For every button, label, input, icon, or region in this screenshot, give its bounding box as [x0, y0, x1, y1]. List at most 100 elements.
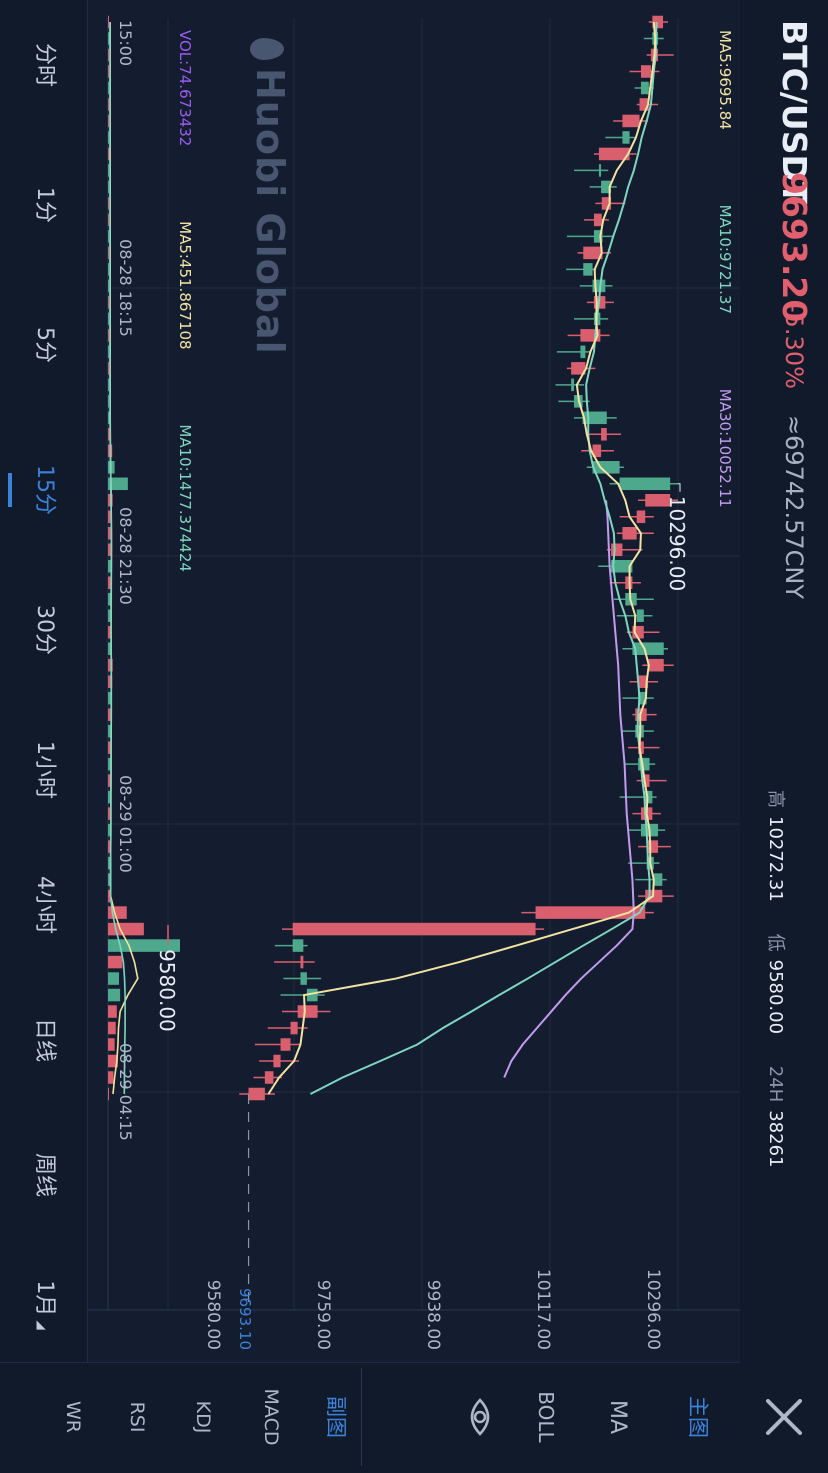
candle-body [306, 988, 318, 1002]
ma5-value: MA5:9695.84 [716, 30, 734, 130]
volume-bar [108, 213, 109, 227]
timeframe-5min[interactable]: 5分 [32, 327, 57, 363]
volume-bar [107, 906, 127, 919]
candle-body [583, 263, 593, 276]
volume-bar [108, 972, 120, 985]
timeframe-week[interactable]: 周线 [32, 1152, 57, 1197]
volume-bar [108, 1005, 117, 1018]
y-axis-label: 10117.00 [533, 1269, 553, 1350]
candle-body [292, 922, 536, 936]
timeframe-15min[interactable]: 15分 [32, 465, 57, 515]
candle-body [571, 378, 575, 392]
high-marker-line [678, 483, 681, 492]
ma10-value: MA10:9721.37 [716, 204, 734, 314]
candle-body [632, 642, 664, 655]
candle-body [601, 428, 607, 441]
price-cny: ≈69742.57CNY [780, 415, 808, 599]
indicator-macd[interactable]: MACD [260, 1388, 282, 1446]
indicator-ma[interactable]: MA [605, 1399, 630, 1435]
high-label: 高 [765, 790, 786, 808]
timeframe-month-label: 1月 [32, 1280, 57, 1317]
volume-bar [107, 543, 112, 557]
ticker-stats: 高 10272.31 低 9580.00 24H 38261 [764, 790, 790, 1194]
volume-bar [108, 477, 128, 491]
volume-bar [108, 180, 109, 194]
ma5-line [267, 21, 657, 1095]
watermark: Huobi Global [248, 38, 292, 355]
huobi-logo-icon [250, 38, 285, 60]
candle-body [601, 180, 612, 194]
timeframe-day[interactable]: 日线 [32, 1017, 57, 1062]
volume-bar [108, 724, 111, 738]
timeframe-4hour[interactable]: 4小时 [32, 876, 57, 934]
timeframe-1min[interactable]: 1分 [32, 187, 57, 223]
timeframe-30min[interactable]: 30分 [32, 605, 57, 655]
volume-bar [107, 1071, 114, 1084]
volume-bar [108, 147, 110, 161]
volume-bar [107, 955, 123, 969]
volume-bar [108, 15, 109, 29]
last-price: 9693.20 [775, 172, 814, 323]
volume-bar [108, 197, 109, 210]
volume-bar [108, 345, 109, 359]
volume-bar [107, 98, 110, 111]
candle-body [619, 477, 671, 491]
candle-body [583, 246, 603, 260]
volume-bar [108, 230, 109, 243]
tab-main-chart[interactable]: 主图 [686, 1396, 710, 1438]
candle-body [653, 873, 663, 886]
candle-body [300, 972, 307, 985]
volume-bar [108, 65, 109, 78]
eye-icon[interactable] [466, 1398, 494, 1436]
candle-body [264, 1071, 274, 1084]
x-axis-label: 08-28 21:30 [116, 507, 135, 605]
volume-bar [108, 922, 144, 936]
volume-bar [108, 988, 121, 1002]
volume-bar [108, 642, 111, 655]
price-change: -5.30% [780, 304, 808, 389]
candle-body [636, 510, 646, 524]
volume-bar [107, 609, 111, 622]
volume-bar [108, 576, 111, 590]
y-axis-label: 9759.00 [313, 1280, 333, 1350]
indicator-boll[interactable]: BOLL [534, 1391, 558, 1443]
y-axis-label: 10296.00 [643, 1269, 663, 1350]
vol-value: VOL:74.673432 [176, 30, 194, 147]
candle-body [640, 65, 651, 78]
candle-body [292, 939, 304, 952]
candle-body [571, 362, 586, 375]
volume-bar [107, 32, 110, 45]
candle-body [580, 345, 586, 359]
timeframe-1hour[interactable]: 1小时 [32, 741, 57, 799]
candlestick-chart[interactable]: 10296.00 9580.00 10296.00 10117.00 9938.00 9… [0, 0, 740, 1362]
indicator-kdj[interactable]: KDJ [192, 1400, 214, 1434]
volume-bar [108, 296, 109, 309]
high-marker-label: 10296.00 [665, 496, 689, 591]
volume-bar [108, 131, 109, 144]
indicator-rsi[interactable]: RSI [126, 1401, 148, 1433]
candle-body [611, 543, 623, 557]
close-icon[interactable] [762, 1395, 806, 1439]
vol-ma10-value: MA10:1477.374424 [176, 424, 194, 572]
volume-bar [107, 741, 111, 754]
candle-body [622, 114, 640, 128]
x-axis-label: 15:00 [116, 20, 135, 66]
timeframe-month[interactable]: 1月 ◢ [31, 1260, 63, 1350]
low-marker-label: 9580.00 [155, 949, 179, 1032]
volume-bar [108, 114, 109, 128]
candle-body [273, 1054, 281, 1068]
volume-bar [108, 708, 111, 721]
caret-down-icon: ◢ [35, 1320, 49, 1330]
indicator-wr[interactable]: WR [62, 1401, 84, 1433]
high-value: 10272.31 [765, 816, 786, 902]
volume-ma10-line [109, 22, 126, 1095]
candle-body [593, 213, 602, 227]
volume-bar [107, 559, 112, 573]
tab-sub-chart[interactable]: 副图 [324, 1396, 348, 1438]
timeframe-bar: 分时 1分 5分 15分 30分 1小时 4小时 日线 周线 1月 ◢ [0, 0, 88, 1362]
timeframe-realtime[interactable]: 分时 [32, 42, 57, 87]
vol24-value: 38261 [765, 1110, 786, 1168]
volume-bar [108, 807, 111, 820]
volume-legend: VOL:74.673432 MA5:451.867108 MA10:1477.3… [176, 30, 194, 642]
